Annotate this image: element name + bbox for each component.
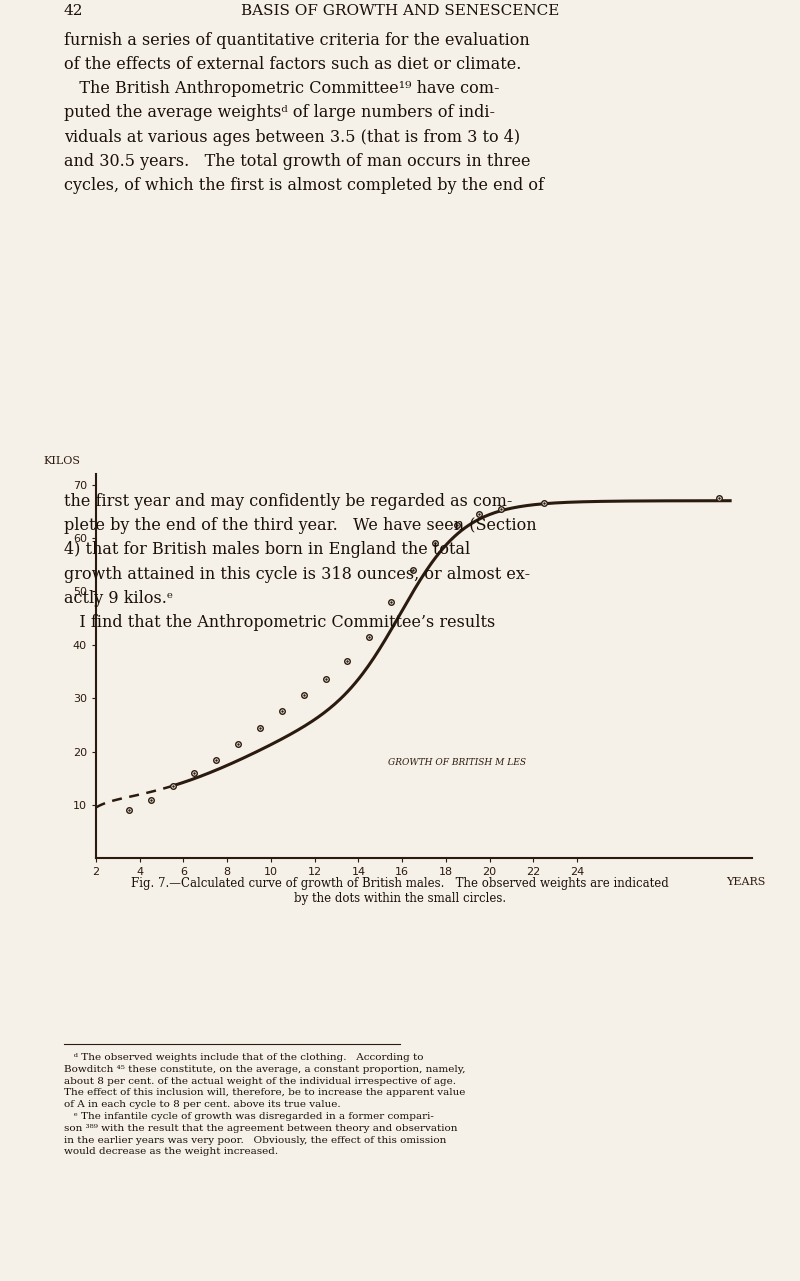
Text: 42: 42: [64, 4, 83, 18]
Text: Fig. 7.—Calculated curve of growth of British males.   The observed weights are : Fig. 7.—Calculated curve of growth of Br…: [131, 877, 669, 906]
Text: KILOS: KILOS: [43, 456, 81, 466]
Text: ᵈ The observed weights include that of the clothing.   According to
Bowditch ⁴⁵ : ᵈ The observed weights include that of t…: [64, 1053, 466, 1157]
Text: furnish a series of quantitative criteria for the evaluation
of the effects of e: furnish a series of quantitative criteri…: [64, 32, 544, 193]
Text: the first year and may confidently be regarded as com-
plete by the end of the t: the first year and may confidently be re…: [64, 493, 537, 632]
Text: GROWTH OF BRITISH M LES: GROWTH OF BRITISH M LES: [388, 757, 526, 767]
Text: BASIS OF GROWTH AND SENESCENCE: BASIS OF GROWTH AND SENESCENCE: [241, 4, 559, 18]
Text: YEARS: YEARS: [726, 877, 765, 888]
